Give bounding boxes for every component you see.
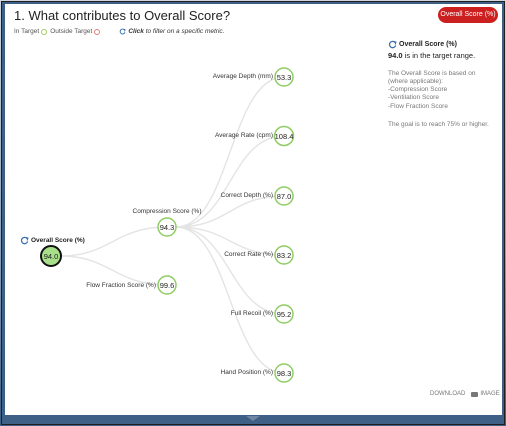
flow-fraction-label: Flow Fraction Score (%) — [86, 282, 156, 289]
desc-line: -Ventilation Score — [388, 94, 439, 102]
leaf-circle[interactable] — [274, 363, 294, 383]
desc-line: (where applicable): — [388, 78, 443, 86]
sync-icon — [388, 40, 397, 49]
compression-score-value: 94.3 — [160, 223, 175, 232]
overall-score-node-label: Overall Score (%) — [20, 236, 85, 245]
leaf-value: 83.2 — [277, 251, 292, 260]
content-panel — [5, 4, 502, 415]
flow-fraction-circle[interactable] — [157, 275, 177, 295]
leaf-value: 53.3 — [277, 73, 292, 82]
outside-target-dot-icon — [94, 28, 101, 35]
leaf-label: Correct Rate (%) — [224, 251, 273, 258]
overall-score-circle[interactable] — [40, 245, 62, 267]
export-footer: DOWNLOAD IMAGE — [430, 391, 500, 397]
leaf-value: 87.0 — [277, 192, 292, 201]
leaf-circle[interactable] — [274, 245, 294, 265]
page-title: 1. What contributes to Overall Score? — [14, 8, 231, 23]
leaf-circle[interactable] — [274, 186, 294, 206]
leaf-circle[interactable] — [273, 125, 295, 147]
node-overall-score[interactable]: 94.0 — [40, 245, 62, 267]
node-average-depth[interactable]: Average Depth (mm) 53.3 — [213, 67, 294, 87]
link-root-compression — [60, 226, 168, 257]
node-correct-rate[interactable]: Correct Rate (%) 83.2 — [224, 245, 294, 265]
link-compression-rate — [175, 135, 285, 228]
link-compression-hand — [175, 226, 285, 374]
overall-score-badge-button[interactable]: Overall Score (%) — [438, 7, 498, 23]
legend-outside-target-label: Outside Target — [50, 28, 93, 35]
leaf-label: Hand Position (%) — [221, 369, 273, 376]
sidebar-description: The Overall Score is based on (where app… — [388, 70, 496, 111]
leaf-value: 95.2 — [277, 310, 292, 319]
legend-in-target-label: In Target — [14, 28, 40, 35]
download-link[interactable]: DOWNLOAD — [430, 391, 466, 397]
leaf-value: 98.3 — [277, 369, 292, 378]
leaf-value: 108.4 — [275, 132, 294, 141]
desc-line: -Compression Score — [388, 86, 448, 94]
leaf-label: Average Rate (cpm) — [215, 132, 273, 139]
collapse-handle[interactable] — [246, 416, 260, 421]
sidebar-title: Overall Score (%) — [388, 40, 496, 49]
link-compression-correct-depth — [175, 195, 285, 228]
overall-score-value: 94.0 — [44, 252, 59, 261]
leaf-label: Full Recoil (%) — [231, 310, 273, 317]
hint-text: to filter on a specific metric. — [145, 28, 225, 35]
node-flow-fraction-score[interactable]: Flow Fraction Score (%) 99.6 — [86, 275, 177, 295]
node-average-rate[interactable]: Average Rate (cpm) 108.4 — [215, 125, 295, 147]
leaf-label: Average Depth (mm) — [213, 73, 273, 80]
node-compression-score[interactable]: Compression Score (%) 94.3 — [133, 208, 202, 237]
sidebar-status: 94.0 is in the target range. — [388, 51, 496, 60]
link-compression-correct-rate — [175, 226, 285, 256]
node-hand-position[interactable]: Hand Position (%) 98.3 — [221, 363, 294, 383]
sidebar-title-text: Overall Score (%) — [399, 41, 457, 48]
compression-score-circle[interactable] — [157, 217, 177, 237]
sidebar-status-text: is in the target range. — [404, 51, 476, 60]
overall-score-node-label-text: Overall Score (%) — [31, 237, 85, 244]
leaf-circle[interactable] — [274, 304, 294, 324]
sidebar-goal: The goal is to reach 75% or higher. — [388, 120, 489, 128]
node-correct-depth[interactable]: Correct Depth (%) 87.0 — [221, 186, 294, 206]
desc-line: -Flow Fraction Score — [388, 102, 448, 110]
image-link[interactable]: IMAGE — [480, 391, 500, 397]
link-compression-depth — [175, 76, 285, 228]
node-full-recoil[interactable]: Full Recoil (%) 95.2 — [231, 304, 294, 324]
filter-hint: Click to filter on a specific metric. — [119, 28, 224, 35]
hint-bold: Click — [128, 28, 144, 35]
link-compression-recoil — [175, 226, 285, 315]
sync-icon — [120, 28, 127, 35]
detail-sidebar: Overall Score (%) 94.0 is in the target … — [388, 40, 496, 128]
in-target-dot-icon — [41, 28, 48, 35]
camera-icon[interactable] — [471, 391, 479, 397]
leaf-label: Correct Depth (%) — [221, 192, 273, 199]
flow-fraction-value: 99.6 — [160, 281, 175, 290]
compression-score-label: Compression Score (%) — [133, 208, 202, 215]
sync-icon — [20, 236, 29, 245]
sidebar-status-value: 94.0 — [388, 51, 403, 60]
legend: In Target Outside Target Click to filter… — [14, 28, 224, 35]
leaf-circle[interactable] — [274, 67, 294, 87]
desc-line: The Overall Score is based on — [388, 70, 476, 77]
link-root-flow — [60, 255, 168, 286]
